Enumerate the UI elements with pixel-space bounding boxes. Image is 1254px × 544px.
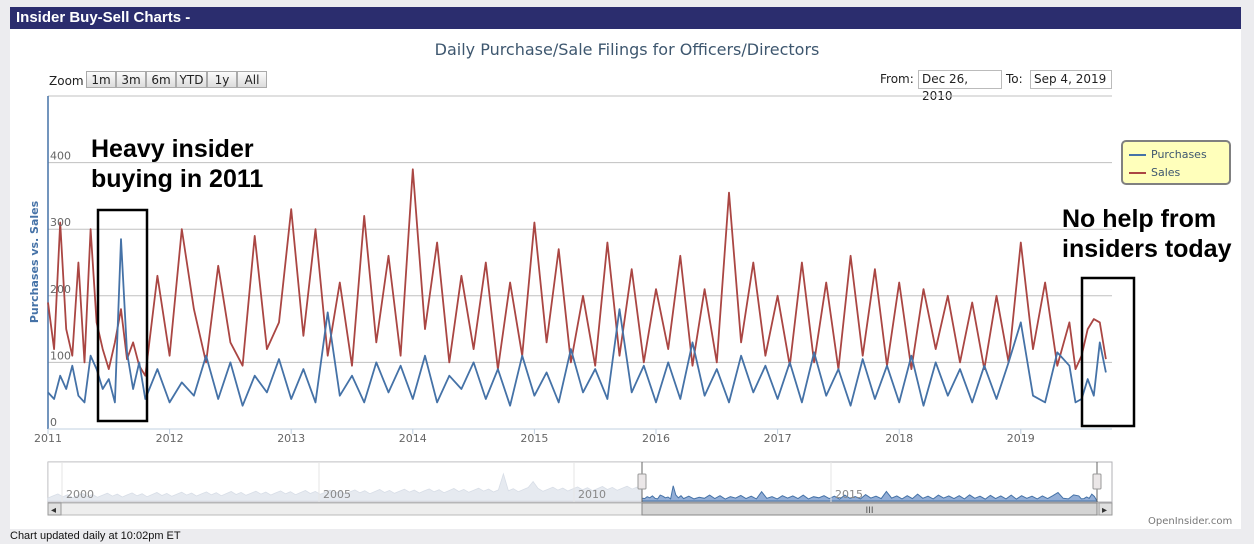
legend-sales-label: Sales [1151, 166, 1181, 179]
y-tick-label: 0 [50, 416, 57, 429]
scrollbar-thumb[interactable] [641, 502, 1098, 516]
purchases-swatch [1129, 154, 1146, 156]
zoom-1y-button[interactable]: 1y [207, 71, 237, 88]
annotation-right-line2: insiders today [1062, 235, 1232, 263]
x-tick-label: 2013 [277, 432, 305, 445]
chart-legend[interactable]: Purchases Sales [1121, 140, 1231, 185]
x-tick-label: 2012 [156, 432, 184, 445]
footer-text: Chart updated daily at 10:02pm ET [10, 530, 181, 542]
scrollbar-right-button[interactable] [1098, 502, 1113, 516]
navigator-history-area [47, 472, 643, 502]
legend-item-purchases[interactable]: Purchases [1129, 148, 1207, 161]
annotation-right: No help from insiders today [1062, 204, 1232, 264]
x-tick-label: 2016 [642, 432, 670, 445]
scrollbar-right-arrow-icon: ▸ [1102, 505, 1107, 516]
navigator-left-handle[interactable] [637, 473, 647, 490]
from-date-input[interactable]: Dec 26, 2010 [918, 70, 1002, 103]
zoom-1m-button[interactable]: 1m [86, 71, 116, 88]
series-line-purchases [47, 238, 1107, 407]
y-tick-label: 300 [50, 216, 71, 229]
to-label: To: [1006, 72, 1023, 86]
navigator-tick-label: 2000 [66, 488, 94, 501]
x-tick-label: 2014 [399, 432, 427, 445]
x-tick-label: 2011 [34, 432, 62, 445]
x-tick-label: 2017 [764, 432, 792, 445]
legend-item-sales[interactable]: Sales [1129, 166, 1180, 179]
chart-panel [10, 29, 1241, 529]
series-line-sales [47, 168, 1107, 377]
annotation-left: Heavy insider buying in 2011 [91, 134, 263, 194]
zoom-3m-button[interactable]: 3m [116, 71, 146, 88]
zoom-6m-button[interactable]: 6m [146, 71, 176, 88]
y-tick-label: 200 [50, 283, 71, 296]
chart-title: Daily Purchase/Sale Filings for Officers… [434, 40, 820, 59]
from-label: From: [880, 72, 914, 86]
y-tick-label: 400 [50, 150, 71, 163]
credit-text: OpenInsider.com [1148, 516, 1233, 527]
legend-purchases-label: Purchases [1151, 148, 1207, 161]
navigator-tick-label: 2010 [578, 488, 606, 501]
y-tick-label: 100 [50, 349, 71, 362]
scrollbar-grip-icon: III [866, 506, 874, 516]
zoom-all-button[interactable]: All [237, 71, 267, 88]
navigator-tick-label: 2015 [835, 488, 863, 501]
y-axis-title: Purchases vs. Sales [28, 200, 41, 323]
navigator-mask-left [48, 462, 642, 502]
navigator-selected-area [641, 485, 1098, 502]
zoom-label: Zoom [49, 74, 84, 88]
annotation-left-line1: Heavy insider [91, 135, 254, 163]
x-tick-label: 2019 [1007, 432, 1035, 445]
annotation-right-line1: No help from [1062, 205, 1217, 233]
highlight-box-2011 [96, 208, 149, 423]
navigator-right-handle[interactable] [1092, 473, 1102, 490]
highlight-box-today [1080, 276, 1136, 428]
sales-swatch [1129, 172, 1146, 174]
zoom-ytd-button[interactable]: YTD [176, 71, 207, 88]
page-title: Insider Buy-Sell Charts - [10, 7, 1241, 29]
navigator-tick-label: 2005 [323, 488, 351, 501]
annotation-left-line2: buying in 2011 [91, 165, 264, 193]
x-tick-label: 2018 [885, 432, 913, 445]
x-tick-label: 2015 [520, 432, 548, 445]
to-date-input[interactable]: Sep 4, 2019 [1030, 70, 1112, 89]
scrollbar-left-button[interactable] [47, 502, 62, 516]
scrollbar-left-arrow-icon: ◂ [51, 505, 56, 516]
